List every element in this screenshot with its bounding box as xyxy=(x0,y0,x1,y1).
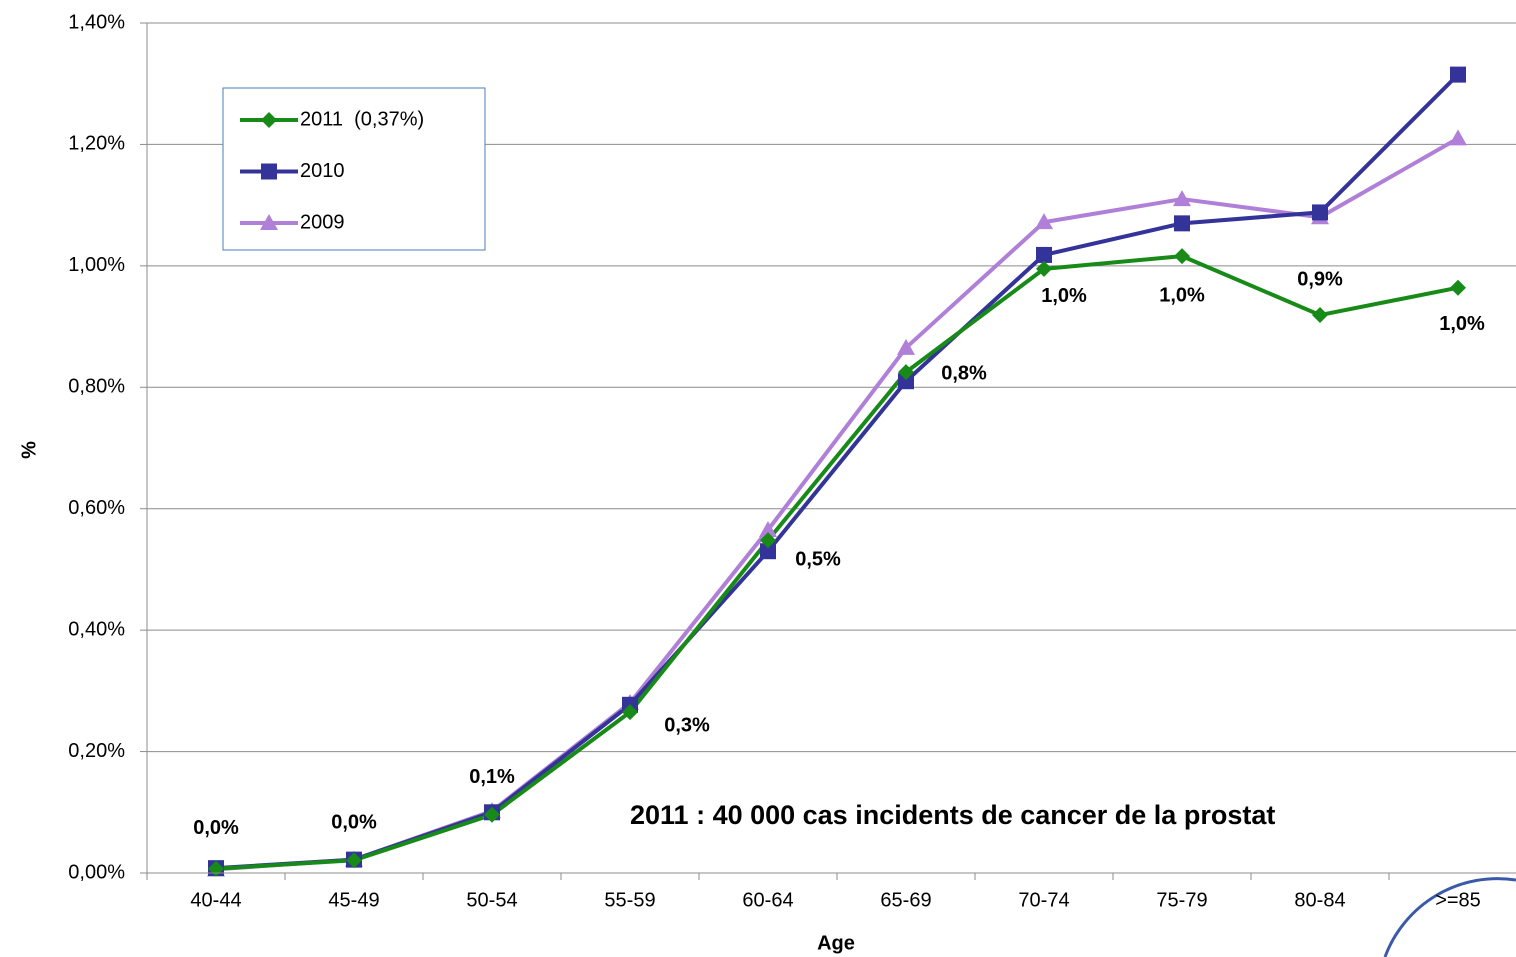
series-line xyxy=(215,254,1459,871)
marker xyxy=(1450,279,1466,296)
marker xyxy=(261,112,277,128)
marker xyxy=(1036,246,1052,263)
marker xyxy=(622,704,638,721)
legend-label: 2011 (0,37%) xyxy=(300,108,424,130)
marker xyxy=(898,364,914,381)
marker xyxy=(898,373,914,390)
y-tick-label: 0,40% xyxy=(68,618,125,640)
marker xyxy=(760,532,776,549)
x-tick-label: 80-84 xyxy=(1294,889,1345,911)
marker xyxy=(1173,190,1191,207)
legend-label: 2009 xyxy=(300,211,345,233)
x-tick-label: 45-49 xyxy=(328,889,379,911)
marker xyxy=(1036,260,1052,277)
y-tick-label: 0,80% xyxy=(68,376,125,398)
x-tick-label: 65-69 xyxy=(880,889,931,911)
data-label: 0,8% xyxy=(941,362,987,384)
marker xyxy=(1450,66,1466,83)
x-tick-label: >=85 xyxy=(1435,889,1481,911)
annotation: 2011 : 40 000 cas incidents de cancer de… xyxy=(630,800,1275,830)
y-axis-title: % xyxy=(18,441,40,459)
data-label: 0,0% xyxy=(193,817,239,839)
data-label: 0,5% xyxy=(795,549,841,571)
y-tick-label: 0,60% xyxy=(68,497,125,519)
marker xyxy=(261,163,277,180)
x-tick-label: 70-74 xyxy=(1018,889,1069,911)
x-tick-label: 55-59 xyxy=(604,889,655,911)
logo-arc xyxy=(1383,877,1516,957)
data-label: 0,9% xyxy=(1297,268,1343,290)
marker xyxy=(1174,215,1190,232)
data-label: 0,3% xyxy=(664,714,710,736)
y-tick-label: 0,20% xyxy=(68,740,125,762)
x-tick-label: 60-64 xyxy=(742,889,793,911)
y-tick-label: 1,00% xyxy=(68,254,125,276)
x-tick-label: 40-44 xyxy=(190,889,241,911)
marker xyxy=(759,520,777,537)
marker xyxy=(484,806,500,823)
legend-label: 2010 xyxy=(300,160,345,182)
marker xyxy=(1449,129,1467,146)
data-label: 0,1% xyxy=(469,766,515,788)
marker xyxy=(1312,307,1328,324)
data-label: 0,0% xyxy=(331,812,377,834)
y-tick-label: 0,00% xyxy=(68,861,125,883)
x-tick-label: 50-54 xyxy=(466,889,517,911)
marker xyxy=(1035,213,1053,230)
marker xyxy=(346,852,362,869)
data-label: 1,0% xyxy=(1439,313,1485,335)
marker xyxy=(1312,204,1328,221)
x-tick-label: 75-79 xyxy=(1156,889,1207,911)
marker xyxy=(760,543,776,560)
y-tick-label: 1,20% xyxy=(68,133,125,155)
x-axis-title: Age xyxy=(817,932,855,954)
data-label: 1,0% xyxy=(1159,284,1205,306)
marker xyxy=(260,214,278,230)
y-tick-label: 1,40% xyxy=(68,11,125,33)
data-label: 1,0% xyxy=(1041,285,1087,307)
marker xyxy=(1174,248,1190,265)
marker xyxy=(897,338,915,355)
